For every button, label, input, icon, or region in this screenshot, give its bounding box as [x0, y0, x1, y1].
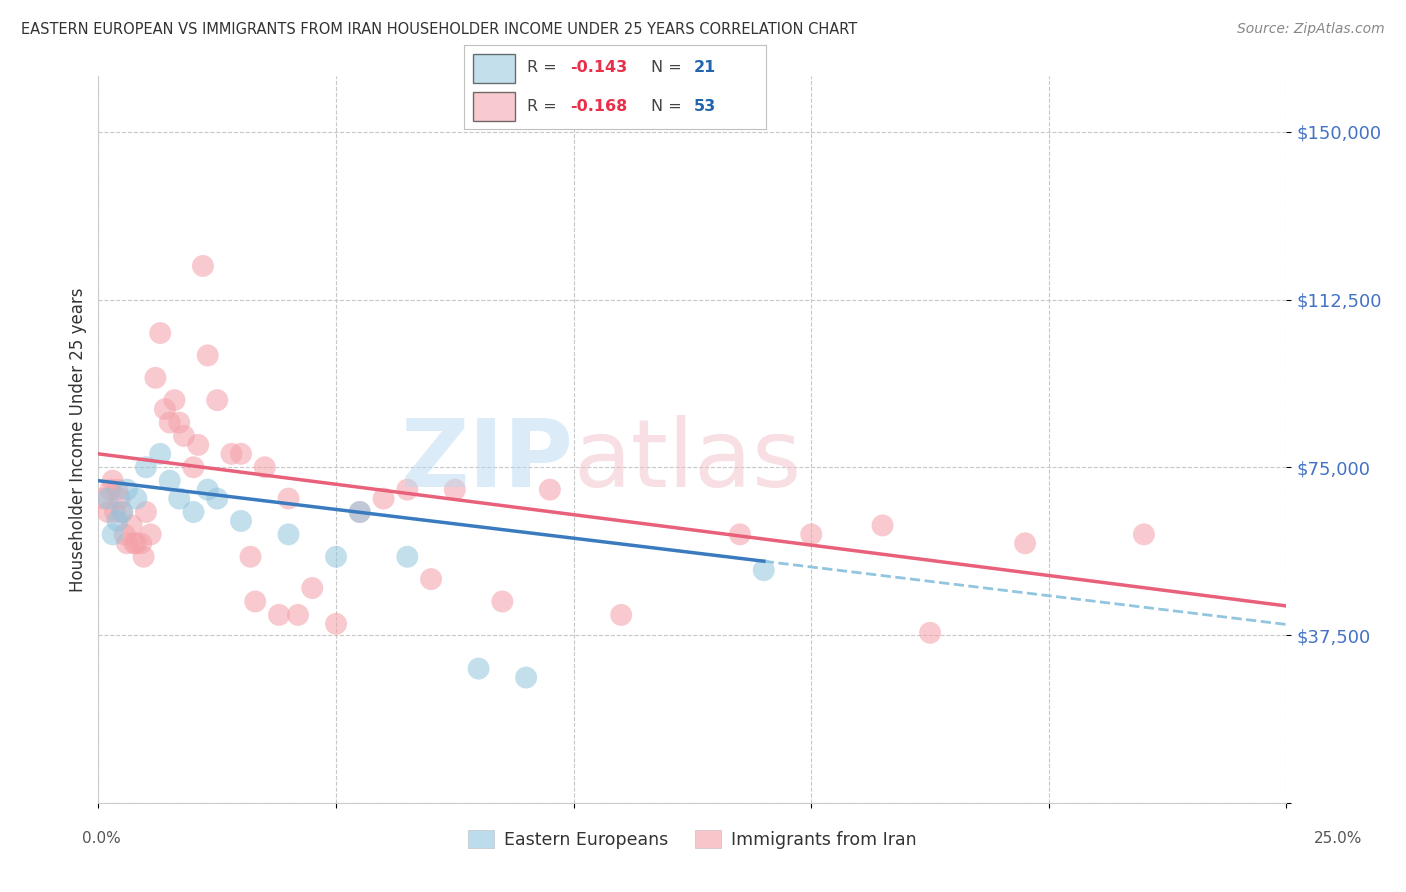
Point — [396, 483, 419, 497]
Point — [610, 607, 633, 622]
Point — [1133, 527, 1156, 541]
Point — [125, 491, 148, 506]
Point — [163, 393, 186, 408]
Point — [349, 505, 371, 519]
Point — [121, 518, 143, 533]
Point — [491, 594, 513, 608]
Point — [98, 483, 121, 497]
Point — [205, 491, 228, 506]
Point — [325, 549, 347, 564]
Point — [107, 514, 129, 528]
Point — [515, 671, 537, 685]
Point — [187, 438, 209, 452]
FancyBboxPatch shape — [472, 54, 516, 83]
FancyBboxPatch shape — [472, 92, 516, 120]
Point — [444, 483, 467, 497]
Text: -0.168: -0.168 — [569, 99, 627, 114]
Text: N =: N = — [651, 99, 688, 114]
Point — [197, 483, 219, 497]
Point — [267, 607, 290, 622]
Point — [135, 460, 157, 475]
Text: ZIP: ZIP — [401, 415, 574, 508]
Point — [287, 607, 309, 622]
Point — [111, 505, 134, 519]
Text: -0.143: -0.143 — [569, 60, 627, 75]
Point — [920, 625, 942, 640]
Point — [277, 491, 299, 506]
Point — [101, 527, 124, 541]
Point — [325, 616, 347, 631]
Point — [253, 460, 276, 475]
Point — [173, 429, 195, 443]
Text: 0.0%: 0.0% — [82, 831, 121, 846]
Point — [277, 527, 299, 541]
Point — [1014, 536, 1036, 550]
Point — [229, 447, 252, 461]
Point — [122, 536, 145, 550]
Text: 25.0%: 25.0% — [1315, 831, 1362, 846]
Text: Source: ZipAtlas.com: Source: ZipAtlas.com — [1237, 22, 1385, 37]
Point — [97, 491, 120, 506]
Text: 21: 21 — [693, 60, 716, 75]
Point — [114, 527, 136, 541]
Point — [97, 505, 120, 519]
Point — [125, 536, 148, 550]
Point — [800, 527, 823, 541]
Point — [191, 259, 214, 273]
Point — [111, 505, 134, 519]
Point — [149, 326, 172, 340]
Point — [728, 527, 751, 541]
Point — [104, 505, 127, 519]
Point — [129, 536, 152, 550]
Point — [872, 518, 894, 533]
Point — [135, 505, 157, 519]
Point — [229, 514, 252, 528]
Point — [149, 447, 172, 461]
Point — [132, 549, 155, 564]
Point — [205, 393, 228, 408]
Point — [159, 474, 181, 488]
Point — [373, 491, 395, 506]
Point — [538, 483, 561, 497]
Text: N =: N = — [651, 60, 688, 75]
Text: R =: R = — [527, 60, 562, 75]
Text: atlas: atlas — [574, 415, 801, 508]
Point — [239, 549, 262, 564]
Point — [396, 549, 419, 564]
Text: EASTERN EUROPEAN VS IMMIGRANTS FROM IRAN HOUSEHOLDER INCOME UNDER 25 YEARS CORRE: EASTERN EUROPEAN VS IMMIGRANTS FROM IRAN… — [21, 22, 858, 37]
Point — [108, 491, 131, 506]
Point — [183, 505, 205, 519]
Point — [245, 594, 267, 608]
Point — [420, 572, 443, 586]
Point — [197, 348, 219, 362]
Point — [167, 416, 190, 430]
Point — [153, 402, 176, 417]
Point — [301, 581, 323, 595]
Point — [467, 662, 489, 676]
Point — [167, 491, 190, 506]
Text: 53: 53 — [693, 99, 716, 114]
Point — [221, 447, 243, 461]
Y-axis label: Householder Income Under 25 years: Householder Income Under 25 years — [69, 287, 87, 591]
Point — [107, 483, 129, 497]
Point — [183, 460, 205, 475]
Point — [159, 416, 181, 430]
Point — [115, 483, 138, 497]
Point — [139, 527, 162, 541]
Legend: Eastern Europeans, Immigrants from Iran: Eastern Europeans, Immigrants from Iran — [461, 823, 924, 856]
Point — [752, 563, 775, 577]
Point — [115, 536, 138, 550]
Point — [91, 491, 114, 506]
Point — [145, 371, 167, 385]
Point — [101, 474, 124, 488]
Text: R =: R = — [527, 99, 562, 114]
Point — [349, 505, 371, 519]
